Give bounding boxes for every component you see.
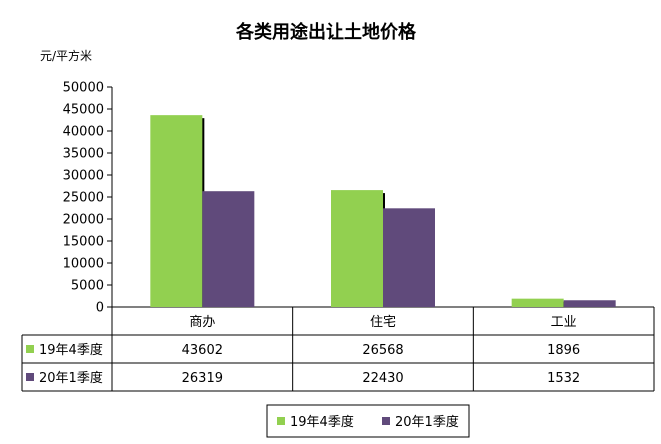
y-tick-label: 45000 xyxy=(63,103,104,118)
legend-box xyxy=(266,404,470,438)
table-series-name: 19年4季度 xyxy=(39,342,103,358)
table-value-cell: 26319 xyxy=(182,371,223,386)
legend: 19年4季度 20年1季度 xyxy=(266,404,470,438)
legend-label: 20年1季度 xyxy=(395,414,459,430)
legend-swatch xyxy=(382,417,390,425)
bar-series2-3 xyxy=(563,300,616,307)
y-tick-label: 50000 xyxy=(63,81,104,96)
bar-series1-1 xyxy=(150,115,203,307)
table-series-name: 20年1季度 xyxy=(39,370,103,386)
table-value-cell: 1532 xyxy=(547,371,580,386)
y-tick-label: 10000 xyxy=(63,257,104,272)
y-tick-label: 35000 xyxy=(63,147,104,162)
table-value-cell: 26568 xyxy=(362,343,403,358)
category-label: 商办 xyxy=(189,315,215,330)
legend-swatch xyxy=(277,417,285,425)
legend-label: 19年4季度 xyxy=(290,414,354,430)
bar-series2-1 xyxy=(202,191,255,307)
y-tick-label: 20000 xyxy=(63,213,104,228)
category-label: 工业 xyxy=(551,315,577,330)
table-value-cell: 43602 xyxy=(182,343,223,358)
y-tick-label: 5000 xyxy=(71,279,104,294)
y-tick-label: 40000 xyxy=(63,125,104,140)
bar-series2-2 xyxy=(383,208,435,307)
y-axis-unit-label: 元/平方米 xyxy=(40,48,92,63)
y-axis-ticks: 0 5000 10000 15000 20000 25000 30000 35000 40000… xyxy=(63,81,112,316)
y-tick-label: 25000 xyxy=(63,191,104,206)
y-tick-label: 0 xyxy=(96,301,104,316)
y-tick-label: 30000 xyxy=(63,169,104,184)
bar-series1-3 xyxy=(511,298,564,307)
data-table: 商办 住宅 工业 19年4季度 43602 26568 1896 20年1季度 26319 224… xyxy=(21,307,655,392)
bar-series1-2 xyxy=(331,190,383,307)
table-value-cell: 22430 xyxy=(362,371,403,386)
table-series-swatch xyxy=(26,345,34,353)
chart-title: 各类用途出让土地价格 xyxy=(235,21,417,43)
category-label: 住宅 xyxy=(370,315,396,330)
table-value-cell: 1896 xyxy=(547,343,580,358)
bars xyxy=(150,115,616,307)
table-series-swatch xyxy=(26,373,34,381)
y-tick-label: 15000 xyxy=(63,235,104,250)
